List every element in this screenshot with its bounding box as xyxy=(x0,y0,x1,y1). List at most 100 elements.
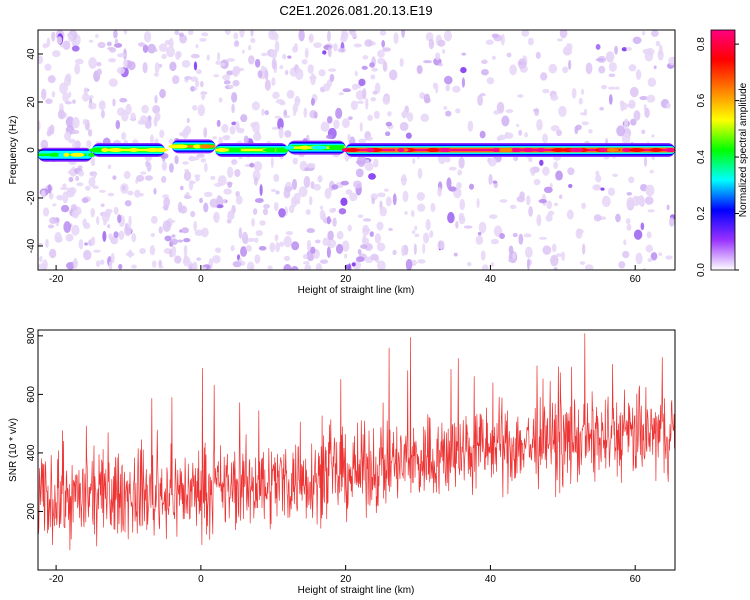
spectrogram-speckle xyxy=(279,241,285,247)
spectrogram-speckle xyxy=(283,114,291,119)
spectrogram-speckle xyxy=(458,215,466,225)
spectrogram-speckle xyxy=(241,231,249,244)
y-tick-label: 400 xyxy=(26,444,37,461)
x-tick-label: 40 xyxy=(485,574,497,585)
spectrogram-speckle xyxy=(498,134,507,141)
spectrogram-speckle xyxy=(338,92,344,96)
spectrogram-speckle xyxy=(127,190,134,196)
colorbar: 0.0 0.2 0.4 0.6 0.8 Normalized spectral ampl… xyxy=(696,29,749,277)
spectrogram-speckle xyxy=(653,65,657,70)
spectrogram-speckle xyxy=(608,86,616,90)
spectrogram-speckle xyxy=(382,95,391,105)
spectrogram-speckle xyxy=(81,197,89,204)
spectrogram-speckle xyxy=(410,209,415,218)
spectrogram-speckle xyxy=(282,53,287,60)
snr-y-ticks: 200 400 600 800 xyxy=(26,327,43,520)
snr-series-line xyxy=(38,333,675,551)
spectrogram-speckle xyxy=(90,236,96,246)
spectrogram-speckle xyxy=(99,102,105,107)
spectrogram-speckle xyxy=(254,176,258,186)
spectrogram-speckle xyxy=(446,177,452,190)
spectrogram-speckle xyxy=(369,62,375,68)
spectrogram-speckle xyxy=(365,159,370,163)
spectrogram-speckle xyxy=(188,156,197,162)
spectrogram-speckle xyxy=(231,121,237,126)
spectrogram-speckle xyxy=(141,104,149,114)
spectrogram-band-knot xyxy=(157,148,166,152)
spectrogram-speckle xyxy=(491,55,496,60)
spectrogram-speckle xyxy=(481,68,489,76)
spectrogram-speckle xyxy=(272,91,280,100)
spectrogram-speckle xyxy=(88,39,94,43)
spectrogram-speckle xyxy=(593,214,602,222)
spectrogram-band-knot xyxy=(70,152,85,157)
spectrogram-speckle xyxy=(460,66,467,74)
spectrogram-speckle xyxy=(201,32,209,37)
spectrogram-speckle xyxy=(420,113,430,122)
spectrogram-speckle xyxy=(130,112,136,122)
spectrogram-speckle xyxy=(345,189,353,195)
spectrogram-speckle xyxy=(626,223,632,231)
y-tick-label: -20 xyxy=(26,190,37,205)
spectrogram-speckle xyxy=(221,123,229,133)
spectrogram-speckle xyxy=(124,222,129,231)
spectrogram-speckle xyxy=(423,232,430,244)
spectrogram-speckle xyxy=(71,129,80,135)
spectrogram-speckle xyxy=(404,210,408,216)
spectrogram-speckle xyxy=(232,260,242,268)
spectrogram-speckle xyxy=(233,32,239,40)
spectrogram-speckle xyxy=(182,161,189,165)
spectrogram-speckle xyxy=(285,231,293,236)
spectrogram-speckle xyxy=(65,233,74,242)
spectrogram-speckle xyxy=(635,252,643,265)
spectrogram-speckle xyxy=(335,107,343,119)
spectrogram-speckle xyxy=(347,116,353,121)
spectrogram-speckle xyxy=(455,221,459,229)
spectrogram-speckle xyxy=(333,43,338,52)
spectrogram-speckle xyxy=(249,162,255,168)
spectrogram-speckle xyxy=(457,169,462,176)
spectrogram-speckle xyxy=(461,52,467,56)
spectrogram-band-knot xyxy=(215,148,229,152)
spectrogram-speckle xyxy=(231,103,235,114)
spectrogram-speckle xyxy=(309,195,313,206)
spectrogram-speckle xyxy=(47,224,55,229)
spectrogram-speckle xyxy=(78,170,84,177)
spectrogram-speckle xyxy=(304,167,309,172)
spectrogram-speckle xyxy=(171,234,176,238)
spectrogram-speckle xyxy=(127,61,136,71)
spectrogram-speckle xyxy=(64,101,72,105)
spectrogram-speckle xyxy=(401,245,405,257)
spectrogram-speckle xyxy=(369,231,374,237)
spectrogram-speckle xyxy=(59,186,69,191)
spectrogram-band-knot xyxy=(128,148,140,152)
spectrogram-speckle xyxy=(333,119,340,129)
spectrogram-speckle xyxy=(568,183,573,188)
spectrogram-speckle xyxy=(628,176,635,184)
spectrogram-speckle xyxy=(60,204,70,213)
spectrogram-speckle xyxy=(579,261,586,265)
spectrogram-speckle xyxy=(341,30,347,39)
spectrogram-speckle xyxy=(373,110,380,120)
spectrogram-speckle xyxy=(200,90,206,101)
spectrogram-speckle xyxy=(665,255,673,260)
spectrogram-speckle xyxy=(402,190,409,203)
spectrogram-speckle xyxy=(419,92,426,99)
spectrogram-speckle xyxy=(196,69,202,75)
spectrogram-speckle xyxy=(195,80,200,88)
spectrogram-speckle xyxy=(38,263,47,270)
spectrogram-speckle xyxy=(650,252,658,261)
spectrogram-speckle xyxy=(621,47,628,52)
spectrogram-speckle xyxy=(62,191,69,204)
spectrogram-speckle xyxy=(635,196,644,205)
spectrogram-speckle xyxy=(351,262,356,267)
spectrogram-speckle xyxy=(517,58,527,69)
spectrogram-speckle xyxy=(647,257,653,262)
spectrogram-speckle xyxy=(335,243,344,254)
spectrogram-speckle xyxy=(150,215,158,224)
spectrogram-speckle xyxy=(353,180,362,189)
spectrogram-speckle xyxy=(62,183,67,189)
spectrogram-speckle xyxy=(96,260,101,268)
spectrogram-speckle xyxy=(90,156,96,167)
spectrogram-band-knot xyxy=(499,148,506,152)
